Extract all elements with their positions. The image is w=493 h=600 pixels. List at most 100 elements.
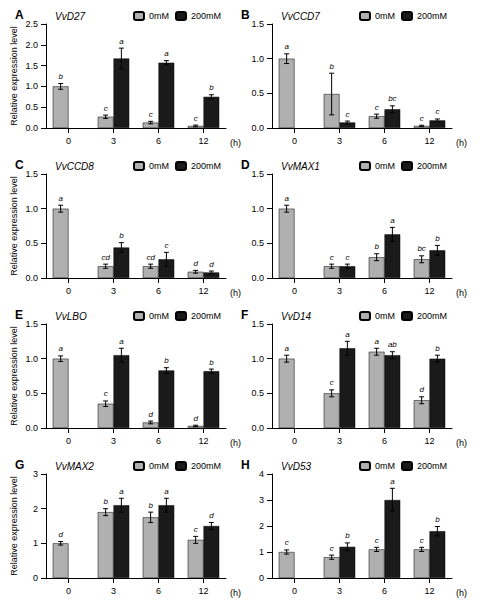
svg-text:0.0: 0.0 — [25, 423, 38, 433]
svg-text:0.5: 0.5 — [251, 238, 264, 248]
svg-text:d: d — [419, 385, 424, 394]
svg-text:d: d — [209, 511, 214, 520]
svg-text:c: c — [330, 253, 334, 262]
svg-text:A: A — [15, 8, 24, 22]
svg-text:c: c — [375, 103, 379, 112]
svg-text:VvCCD7: VvCCD7 — [281, 11, 320, 22]
svg-text:0mM: 0mM — [375, 461, 395, 471]
svg-text:4: 4 — [259, 469, 264, 479]
svg-text:b: b — [119, 231, 124, 240]
svg-text:d: d — [58, 530, 63, 539]
svg-text:0mM: 0mM — [375, 161, 395, 171]
svg-text:200mM: 200mM — [191, 461, 221, 471]
svg-text:d: d — [193, 414, 198, 423]
svg-text:a: a — [284, 344, 289, 353]
svg-text:12: 12 — [198, 586, 208, 596]
svg-text:3: 3 — [337, 586, 342, 596]
svg-text:200mM: 200mM — [417, 311, 447, 321]
svg-text:0mM: 0mM — [149, 461, 169, 471]
svg-text:1.0: 1.0 — [25, 81, 38, 91]
svg-text:0: 0 — [292, 286, 297, 296]
svg-text:0: 0 — [66, 436, 71, 446]
svg-text:bc: bc — [388, 94, 396, 103]
svg-text:VvLBO: VvLBO — [55, 311, 87, 322]
svg-text:a: a — [374, 337, 379, 346]
svg-text:a: a — [119, 337, 124, 346]
svg-text:3: 3 — [111, 436, 116, 446]
svg-text:1.5: 1.5 — [251, 19, 264, 29]
svg-text:1.0: 1.0 — [251, 354, 264, 364]
svg-text:6: 6 — [156, 436, 161, 446]
svg-text:6: 6 — [156, 286, 161, 296]
svg-text:(h): (h) — [456, 588, 467, 598]
svg-text:(h): (h) — [456, 138, 467, 148]
svg-text:c: c — [435, 107, 439, 116]
svg-text:0: 0 — [292, 436, 297, 446]
svg-text:6: 6 — [156, 586, 161, 596]
svg-text:VvD27: VvD27 — [55, 11, 85, 22]
svg-text:c: c — [164, 241, 168, 250]
svg-text:b: b — [209, 83, 214, 92]
svg-text:0.5: 0.5 — [25, 238, 38, 248]
svg-text:0.0: 0.0 — [25, 273, 38, 283]
svg-text:VvCCD8: VvCCD8 — [55, 161, 94, 172]
svg-text:1.5: 1.5 — [251, 169, 264, 179]
svg-text:E: E — [15, 308, 23, 322]
svg-text:c: c — [420, 536, 424, 545]
svg-text:a: a — [390, 216, 395, 225]
svg-text:2: 2 — [259, 521, 264, 531]
svg-text:(h): (h) — [230, 588, 241, 598]
svg-text:0: 0 — [66, 136, 71, 146]
svg-text:a: a — [284, 194, 289, 203]
svg-text:a: a — [164, 487, 169, 496]
svg-text:b: b — [164, 356, 169, 365]
svg-text:0.5: 0.5 — [251, 88, 264, 98]
svg-text:1.0: 1.0 — [251, 54, 264, 64]
svg-text:ab: ab — [388, 340, 397, 349]
svg-text:12: 12 — [424, 286, 434, 296]
svg-text:12: 12 — [198, 436, 208, 446]
svg-text:3: 3 — [337, 436, 342, 446]
svg-text:a: a — [164, 49, 169, 58]
svg-text:c: c — [194, 114, 198, 123]
svg-text:G: G — [15, 458, 24, 472]
svg-text:b: b — [209, 358, 214, 367]
svg-text:3: 3 — [259, 495, 264, 505]
svg-text:(h): (h) — [456, 288, 467, 298]
svg-text:0: 0 — [33, 573, 38, 583]
svg-text:12: 12 — [198, 136, 208, 146]
svg-text:1.5: 1.5 — [251, 319, 264, 329]
svg-text:b: b — [435, 344, 440, 353]
svg-text:0mM: 0mM — [375, 311, 395, 321]
svg-text:c: c — [345, 110, 349, 119]
svg-text:c: c — [375, 536, 379, 545]
svg-text:c: c — [330, 544, 334, 553]
svg-text:VvMAX2: VvMAX2 — [55, 461, 94, 472]
svg-text:c: c — [149, 110, 153, 119]
svg-text:0: 0 — [66, 586, 71, 596]
svg-text:B: B — [241, 8, 250, 22]
svg-text:a: a — [345, 330, 350, 339]
svg-text:6: 6 — [382, 436, 387, 446]
svg-text:2.0: 2.0 — [25, 40, 38, 50]
svg-text:D: D — [241, 158, 250, 172]
svg-text:a: a — [284, 42, 289, 51]
svg-text:200mM: 200mM — [417, 11, 447, 21]
svg-text:200mM: 200mM — [417, 461, 447, 471]
svg-text:0mM: 0mM — [375, 11, 395, 21]
svg-text:b: b — [58, 72, 63, 81]
svg-text:0: 0 — [292, 136, 297, 146]
svg-text:c: c — [420, 114, 424, 123]
svg-text:1.0: 1.0 — [251, 204, 264, 214]
svg-text:d: d — [193, 259, 198, 268]
svg-text:bc: bc — [417, 244, 425, 253]
svg-text:b: b — [103, 497, 108, 506]
svg-text:0: 0 — [292, 586, 297, 596]
svg-text:c: c — [194, 525, 198, 534]
svg-text:0: 0 — [259, 573, 264, 583]
svg-text:3: 3 — [111, 136, 116, 146]
svg-text:6: 6 — [156, 136, 161, 146]
svg-text:0mM: 0mM — [149, 161, 169, 171]
svg-text:3: 3 — [337, 136, 342, 146]
svg-text:0.0: 0.0 — [251, 423, 264, 433]
